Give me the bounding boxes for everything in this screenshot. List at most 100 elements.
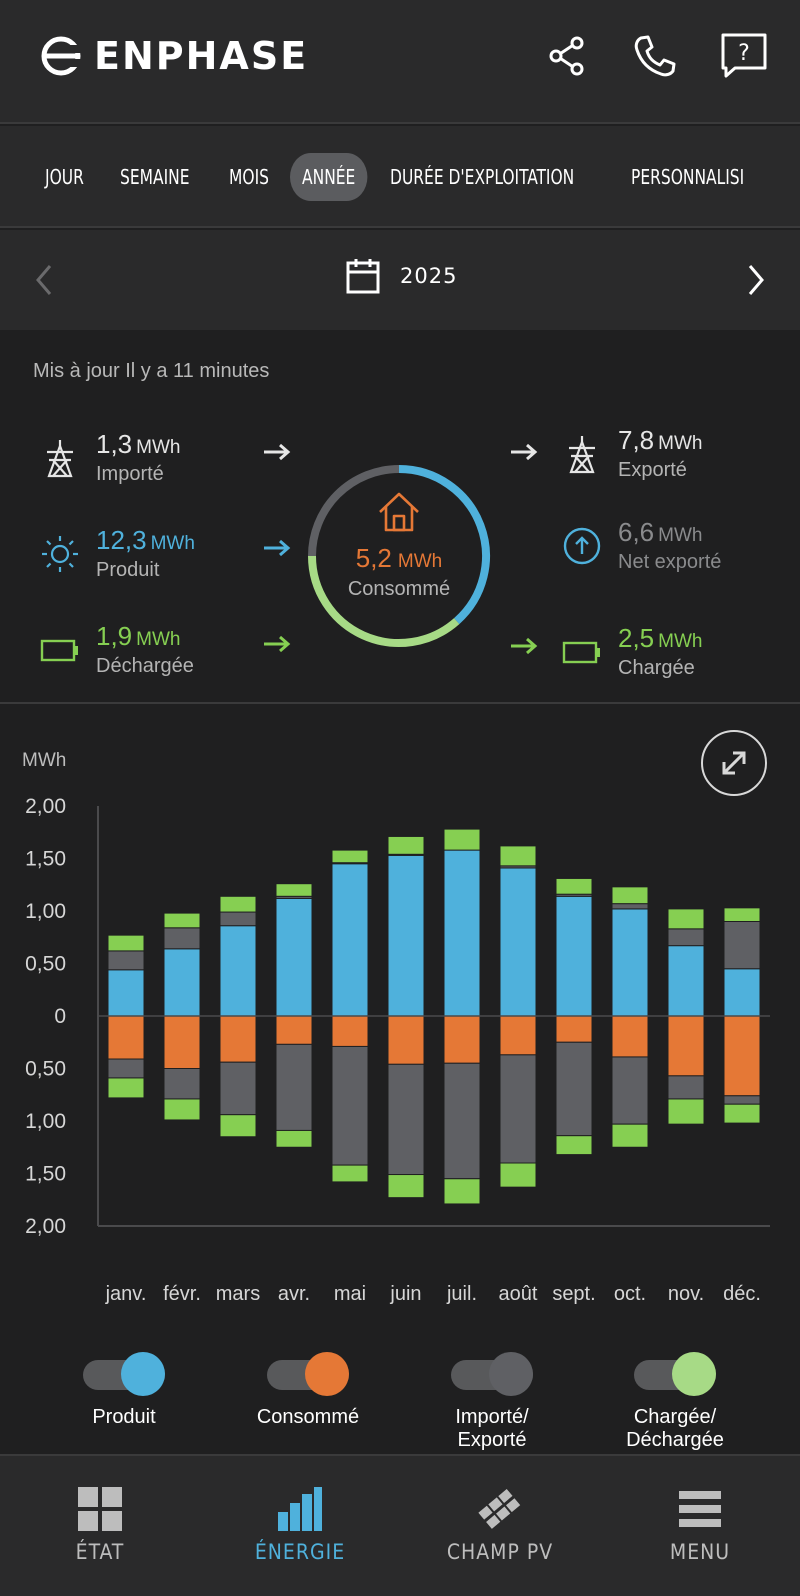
legend-label-consomme: Consommé	[256, 1406, 360, 1428]
bar-segment[interactable]	[163, 948, 201, 1017]
y-tick-label: 1,50	[25, 1163, 66, 1186]
consumed-label: Consommé	[347, 578, 451, 600]
bar-segment[interactable]	[555, 1041, 593, 1137]
toggle-consomme[interactable]	[267, 1352, 349, 1396]
bar-segment[interactable]	[331, 849, 369, 864]
bar-segment[interactable]	[555, 1135, 593, 1156]
tab-duree-exploitation[interactable]: DURÉE D'EXPLOITATION	[390, 165, 575, 189]
toggle-chargee-dechargee[interactable]	[634, 1352, 716, 1396]
bar-segment[interactable]	[723, 1095, 761, 1105]
legend-consomme: Consommé	[218, 1352, 398, 1429]
nav-menu[interactable]: MENU	[600, 1486, 800, 1564]
toggle-importe-exporte[interactable]	[451, 1352, 533, 1396]
bar-segment[interactable]	[387, 1174, 425, 1199]
tab-jour[interactable]: JOUR	[45, 165, 84, 189]
bar-segment[interactable]	[331, 1015, 369, 1047]
help-icon[interactable]: ?	[720, 32, 768, 80]
bar-segment[interactable]	[219, 1015, 257, 1063]
bar-segment[interactable]	[443, 828, 481, 851]
bar-segment[interactable]	[611, 1123, 649, 1148]
bar-segment[interactable]	[163, 1098, 201, 1121]
bar-segment[interactable]	[331, 1045, 369, 1166]
arrow-right-icon	[264, 635, 291, 653]
y-tick-label: 1,50	[25, 848, 66, 871]
bar-segment[interactable]	[667, 908, 705, 930]
bar-segment[interactable]	[611, 1015, 649, 1058]
bar-segment[interactable]	[443, 1015, 481, 1064]
bar-segment[interactable]	[219, 895, 257, 913]
bar-segment[interactable]	[219, 925, 257, 1017]
bar-segment[interactable]	[387, 1063, 425, 1176]
tab-annee[interactable]: ANNÉE	[290, 153, 368, 201]
bar-segment[interactable]	[275, 1015, 313, 1045]
bar-segment[interactable]	[275, 883, 313, 897]
bar-segment[interactable]	[163, 912, 201, 929]
nav-etat[interactable]: ÉTAT	[0, 1486, 200, 1564]
bar-segment[interactable]	[331, 863, 369, 1017]
bar-segment[interactable]	[555, 877, 593, 895]
bar-segment[interactable]	[667, 1015, 705, 1077]
bar-segment[interactable]	[667, 928, 705, 947]
nav-energie[interactable]: ÉNERGIE	[200, 1486, 400, 1564]
bar-segment[interactable]	[387, 835, 425, 855]
previous-period-icon[interactable]	[18, 254, 70, 306]
bar-segment[interactable]	[611, 903, 649, 910]
bar-segment[interactable]	[499, 1015, 537, 1056]
bar-segment[interactable]	[219, 911, 257, 927]
bar-segment[interactable]	[555, 1015, 593, 1043]
bar-segment[interactable]	[331, 1164, 369, 1183]
phone-icon[interactable]	[631, 32, 679, 80]
tab-mois[interactable]: MOIS	[229, 165, 269, 189]
legend-label-importe-exporte: Importé/Exporté	[455, 1406, 529, 1451]
bar-segment[interactable]	[499, 845, 537, 867]
bar-segment[interactable]	[107, 1015, 145, 1060]
bar-segment[interactable]	[499, 1162, 537, 1188]
bar-segment[interactable]	[219, 1061, 257, 1116]
bar-segment[interactable]	[723, 968, 761, 1017]
next-period-icon[interactable]	[730, 254, 782, 306]
bar-segment[interactable]	[443, 1178, 481, 1205]
bar-segment[interactable]	[275, 897, 313, 1017]
bar-segment[interactable]	[163, 1068, 201, 1100]
bar-segment[interactable]	[499, 1054, 537, 1164]
bar-segment[interactable]	[611, 1056, 649, 1125]
svg-text:?: ?	[738, 41, 750, 66]
bar-segment[interactable]	[667, 945, 705, 1017]
bar-segment[interactable]	[723, 1103, 761, 1124]
expand-chart-button[interactable]	[701, 730, 767, 796]
bar-segment[interactable]	[723, 907, 761, 922]
tab-personnalise[interactable]: PERSONNALISI	[631, 165, 745, 189]
bar-segment[interactable]	[163, 1015, 201, 1069]
date-picker[interactable]: 2025	[346, 258, 457, 294]
bar-segment[interactable]	[107, 950, 145, 971]
bar-segment[interactable]	[107, 934, 145, 952]
share-icon[interactable]	[543, 32, 591, 80]
bar-segment[interactable]	[667, 1098, 705, 1125]
bar-segment[interactable]	[163, 927, 201, 950]
bar-segment[interactable]	[723, 921, 761, 970]
house-icon	[379, 492, 419, 532]
x-tick-label: nov.	[668, 1283, 704, 1305]
bar-segment[interactable]	[555, 895, 593, 1017]
bar-segment[interactable]	[667, 1075, 705, 1100]
bar-segment[interactable]	[443, 1062, 481, 1180]
x-tick-label: avr.	[278, 1283, 310, 1305]
bar-segment[interactable]	[275, 1043, 313, 1131]
bar-segment[interactable]	[611, 886, 649, 905]
bar-segment[interactable]	[219, 1114, 257, 1138]
bar-segment[interactable]	[387, 1015, 425, 1065]
toggle-produit[interactable]	[83, 1352, 165, 1396]
nav-champ-pv[interactable]: CHAMP PV	[400, 1486, 600, 1564]
brand-name: ENPHASE	[94, 34, 309, 78]
bar-segment[interactable]	[499, 867, 537, 1017]
imported-label: Importé	[96, 463, 164, 485]
bar-segment[interactable]	[611, 908, 649, 1017]
bar-segment[interactable]	[443, 849, 481, 1017]
bar-segment[interactable]	[275, 1129, 313, 1148]
bar-segment[interactable]	[107, 969, 145, 1017]
bar-segment[interactable]	[107, 1077, 145, 1099]
bar-segment[interactable]	[723, 1015, 761, 1097]
bar-segment[interactable]	[107, 1058, 145, 1079]
bar-segment[interactable]	[387, 854, 425, 1017]
tab-semaine[interactable]: SEMAINE	[120, 165, 190, 189]
